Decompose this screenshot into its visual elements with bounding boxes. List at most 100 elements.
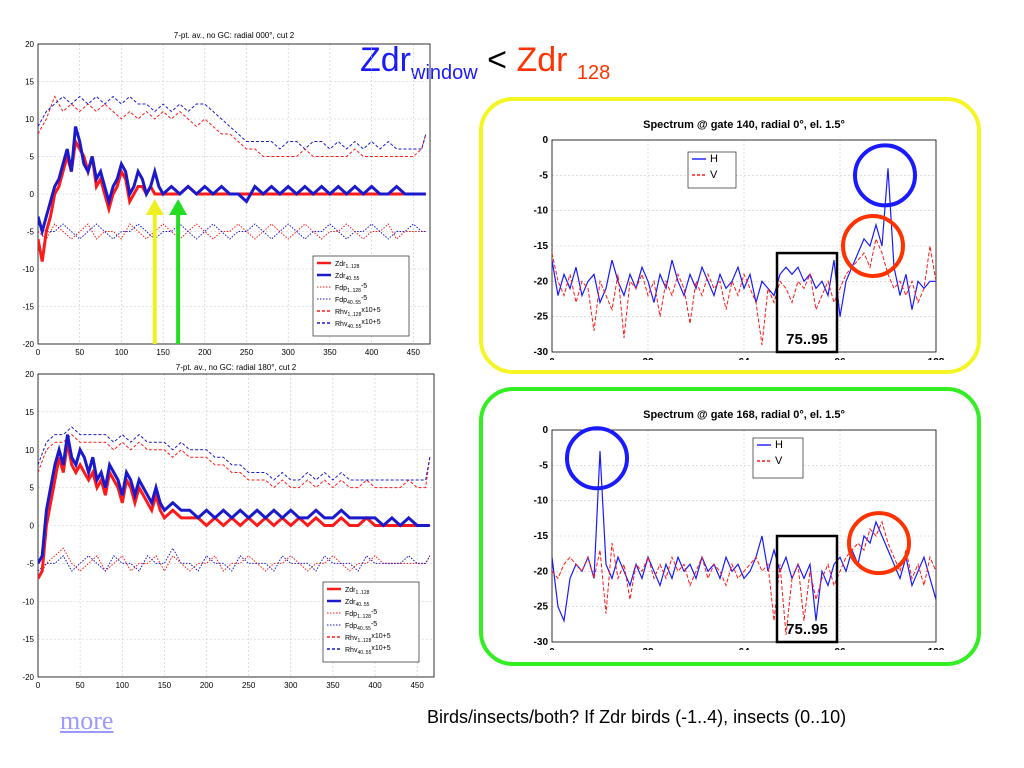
y-tick-label: 10 bbox=[25, 115, 34, 124]
y-tick-label: 5 bbox=[30, 153, 35, 162]
series-line-rhv40-55x10-5 bbox=[38, 426, 431, 481]
legend-label: Fdp1..128-5 bbox=[335, 283, 367, 294]
x-tick-label: 0 bbox=[549, 647, 555, 650]
x-tick-label: 250 bbox=[242, 681, 256, 690]
y-tick-label: -20 bbox=[22, 340, 34, 349]
series-line-v bbox=[552, 237, 936, 345]
y-tick-label: -5 bbox=[539, 460, 548, 471]
y-tick-label: -20 bbox=[534, 276, 549, 287]
y-tick-label: -10 bbox=[22, 265, 34, 274]
y-tick-label: 20 bbox=[25, 370, 34, 379]
x-tick-label: 450 bbox=[410, 681, 424, 690]
more-link[interactable]: more bbox=[60, 706, 114, 735]
series-line-v bbox=[552, 520, 936, 635]
x-tick-label: 100 bbox=[116, 681, 130, 690]
series-line-fdp40-55-5 bbox=[38, 547, 431, 572]
plot-area bbox=[551, 429, 937, 643]
y-tick-label: -15 bbox=[534, 241, 549, 252]
series-line-rhv1-128x10-5 bbox=[38, 95, 427, 157]
caption: Birds/insects/both? If Zdr birds (-1..4)… bbox=[427, 707, 847, 727]
blue-highlight-circle bbox=[565, 426, 629, 491]
y-tick-label: 0 bbox=[30, 190, 35, 199]
plot-area bbox=[37, 43, 431, 345]
x-tick-label: 150 bbox=[158, 681, 172, 690]
legend-label: Rhv1..128x10+5 bbox=[335, 307, 381, 318]
blue-highlight-circle bbox=[853, 143, 917, 208]
red-highlight-circle bbox=[841, 214, 905, 278]
series-line-zdr1-128 bbox=[38, 136, 426, 262]
title-less-than: < bbox=[487, 41, 508, 79]
x-tick-label: 128 bbox=[928, 647, 945, 650]
x-tick-label: 200 bbox=[200, 681, 214, 690]
x-tick-label: 96 bbox=[834, 647, 846, 650]
legend-label: Rhv1..128x10+5 bbox=[345, 633, 391, 644]
legend-label: V bbox=[775, 455, 783, 467]
x-tick-label: 0 bbox=[36, 348, 41, 357]
series-line-h bbox=[552, 451, 936, 624]
y-tick-label: -15 bbox=[22, 303, 34, 312]
y-tick-label: -20 bbox=[534, 566, 549, 577]
y-tick-label: -10 bbox=[534, 206, 549, 217]
y-tick-label: 20 bbox=[25, 40, 34, 49]
y-tick-label: -15 bbox=[22, 635, 34, 644]
series-line-rhv40-55x10-5 bbox=[38, 95, 427, 150]
x-tick-label: 350 bbox=[326, 681, 340, 690]
x-tick-label: 32 bbox=[642, 357, 654, 360]
y-tick-label: 0 bbox=[542, 135, 548, 146]
x-tick-label: 100 bbox=[115, 348, 129, 357]
y-tick-label: -15 bbox=[534, 531, 549, 542]
chart-title: Spectrum @ gate 168, radial 0°, el. 1.5° bbox=[643, 409, 845, 421]
legend-label: Fdp40..55-5 bbox=[335, 295, 367, 306]
x-tick-label: 64 bbox=[738, 647, 750, 650]
legend-label: Fdp40..55-5 bbox=[345, 621, 377, 632]
x-tick-label: 250 bbox=[240, 348, 254, 357]
legend-label: H bbox=[710, 153, 718, 165]
series-line-zdr1-128 bbox=[38, 441, 430, 580]
series-line-h bbox=[552, 168, 936, 317]
slide-title: Zdrwindow < Zdr 128 bbox=[360, 40, 610, 93]
y-tick-label: -5 bbox=[27, 228, 35, 237]
x-tick-label: 150 bbox=[156, 348, 170, 357]
x-tick-label: 300 bbox=[284, 681, 298, 690]
x-tick-label: 128 bbox=[928, 357, 945, 360]
y-tick-label: 5 bbox=[30, 484, 35, 493]
series-line-rhv1-128x10-5 bbox=[38, 433, 431, 489]
x-tick-label: 0 bbox=[36, 681, 41, 690]
legend-label: Zdr1..128 bbox=[335, 261, 360, 270]
green-arrow-head bbox=[169, 199, 188, 215]
y-tick-label: -10 bbox=[534, 496, 549, 507]
y-tick-label: -20 bbox=[22, 673, 34, 682]
x-tick-label: 64 bbox=[738, 357, 750, 360]
yellow-arrow-head bbox=[145, 199, 164, 215]
x-tick-label: 200 bbox=[198, 348, 212, 357]
series-line-fdp40-55-5 bbox=[38, 223, 426, 240]
x-tick-label: 300 bbox=[282, 348, 296, 357]
chart-title: 7-pt. av., no GC: radial 180°, cut 2 bbox=[176, 363, 297, 372]
legend-label: V bbox=[710, 169, 718, 181]
spectrum-chart-gate-168: Spectrum @ gate 168, radial 0°, el. 1.5°… bbox=[534, 409, 945, 650]
plot-area bbox=[37, 373, 435, 678]
x-tick-label: 400 bbox=[365, 348, 379, 357]
y-tick-label: -25 bbox=[534, 602, 549, 613]
legend-box bbox=[687, 151, 737, 189]
title-left-zdr: Zdr bbox=[360, 41, 411, 79]
legend-label: Zdr1..128 bbox=[345, 587, 370, 596]
y-tick-label: -10 bbox=[22, 597, 34, 606]
y-tick-label: 0 bbox=[542, 425, 548, 436]
green-frame bbox=[479, 387, 981, 666]
y-tick-label: 10 bbox=[25, 446, 34, 455]
x-tick-label: 450 bbox=[407, 348, 421, 357]
y-tick-label: -30 bbox=[534, 347, 549, 358]
legend-label: H bbox=[775, 439, 783, 451]
x-tick-label: 400 bbox=[368, 681, 382, 690]
zdr-chart-radial-000: 7-pt. av., no GC: radial 000°, cut 20 50 1… bbox=[22, 31, 431, 357]
x-tick-label: 50 bbox=[75, 348, 84, 357]
series-line-zdr40-55 bbox=[38, 434, 430, 565]
y-tick-label: -5 bbox=[27, 559, 35, 568]
chart-title: Spectrum @ gate 140, radial 0°, el. 1.5° bbox=[643, 119, 845, 131]
series-line-fdp1-128-5 bbox=[38, 223, 426, 240]
y-tick-label: 15 bbox=[25, 78, 34, 87]
y-tick-label: 15 bbox=[25, 408, 34, 417]
y-tick-label: -5 bbox=[539, 170, 548, 181]
legend-label: Zdr40..55 bbox=[335, 273, 360, 282]
